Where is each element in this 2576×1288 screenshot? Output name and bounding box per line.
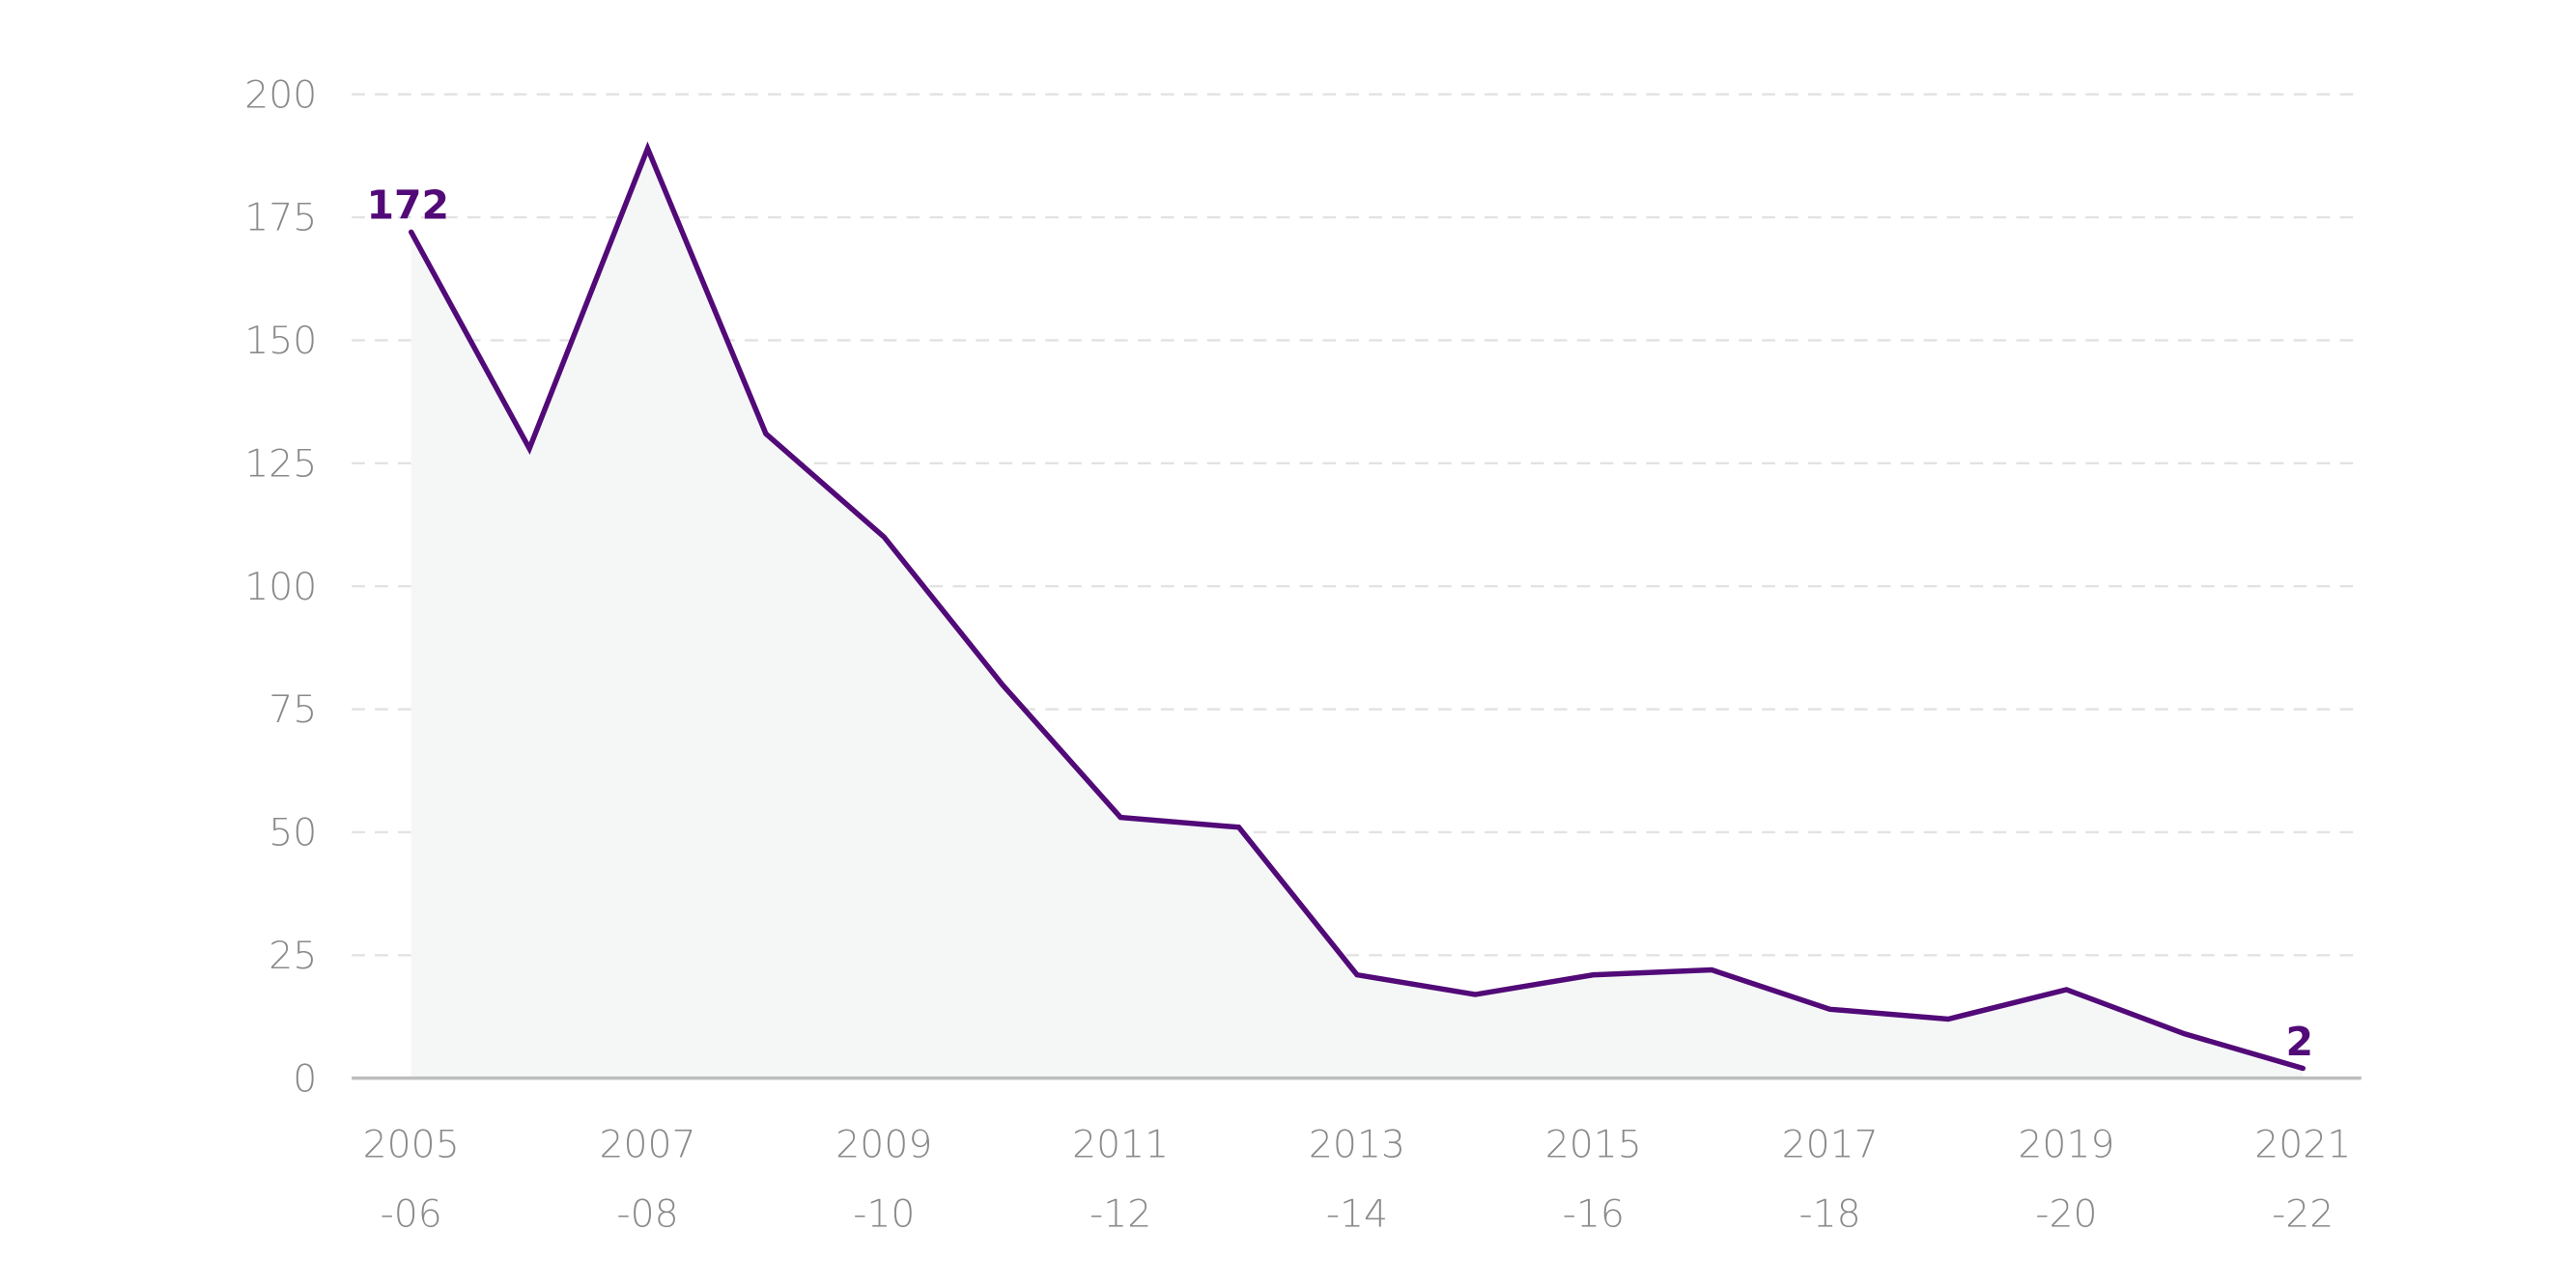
x-tick-label-year: 2019 <box>2018 1124 2114 1167</box>
data-label: 2 <box>2286 1019 2314 1065</box>
x-tick-label-suffix: -14 <box>1326 1192 1388 1236</box>
x-tick-label-suffix: -16 <box>1563 1192 1625 1236</box>
x-tick-label-suffix: -20 <box>2035 1192 2097 1236</box>
y-tick-label: 150 <box>244 320 317 363</box>
y-tick-label: 25 <box>269 935 317 978</box>
y-tick-label: 75 <box>269 688 317 732</box>
x-tick-label-year: 2017 <box>1782 1124 1879 1167</box>
x-tick-label-suffix: -22 <box>2272 1192 2334 1236</box>
x-tick-label-suffix: -06 <box>381 1192 442 1236</box>
area-fill <box>410 148 2304 1078</box>
x-tick-label-suffix: -12 <box>1090 1192 1151 1236</box>
y-tick-label: 200 <box>244 73 317 117</box>
x-tick-label-year: 2007 <box>599 1124 695 1167</box>
x-tick-label-year: 2011 <box>1072 1124 1169 1167</box>
x-axis-ticks: 2005 -06 2007 -08 2009 -10 2011 -12 2013 -14 2015 -… <box>363 1124 2352 1237</box>
x-tick-label-suffix: -08 <box>616 1192 678 1236</box>
x-tick-label-suffix: -18 <box>1798 1192 1860 1236</box>
y-tick-label: 50 <box>269 812 317 855</box>
x-tick-label-year: 2013 <box>1309 1124 1405 1167</box>
x-tick-label-year: 2021 <box>2254 1124 2351 1167</box>
x-tick-label-year: 2015 <box>1545 1124 1642 1167</box>
x-tick-label-year: 2009 <box>835 1124 932 1167</box>
y-tick-label: 100 <box>244 566 317 609</box>
y-tick-label: 175 <box>244 197 317 240</box>
y-axis-ticks: 0 25 50 75 100 125 150 175 200 <box>244 73 317 1101</box>
x-tick-label-year: 2005 <box>363 1124 460 1167</box>
y-tick-label: 125 <box>244 442 317 486</box>
y-tick-label: 0 <box>293 1057 317 1101</box>
x-tick-label-suffix: -10 <box>853 1192 915 1236</box>
series-line <box>408 141 2306 1072</box>
data-label: 172 <box>366 182 449 229</box>
